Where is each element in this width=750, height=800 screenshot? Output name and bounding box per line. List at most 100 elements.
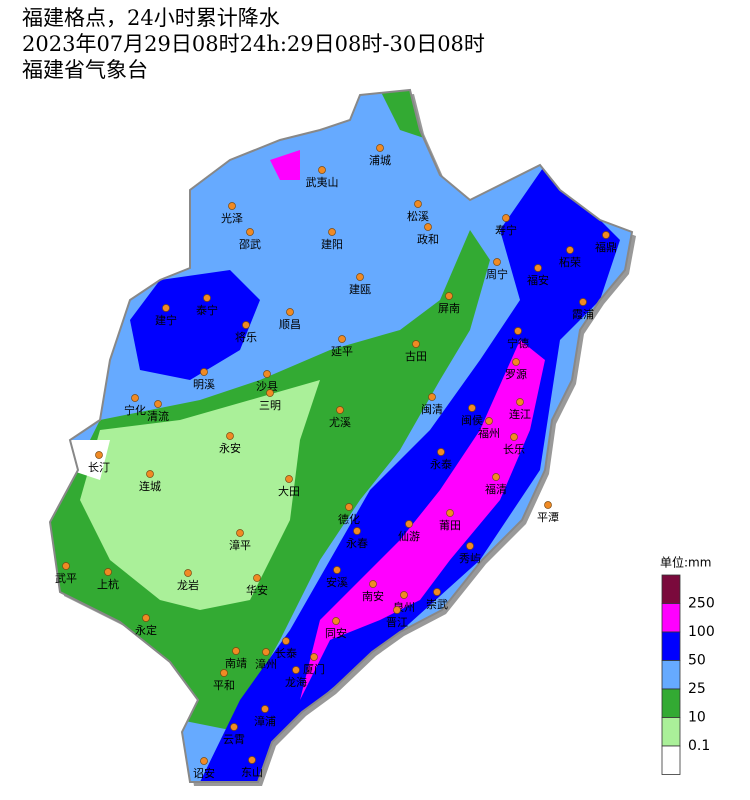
city-dot [424, 223, 432, 231]
city-label: 松溪 [407, 209, 429, 223]
city-label: 长汀 [88, 461, 110, 474]
city-label: 福清 [485, 482, 507, 496]
city-label: 崇武 [426, 598, 448, 611]
legend-swatch [661, 660, 681, 690]
city-label: 长乐 [503, 443, 525, 456]
city-dot [203, 294, 211, 302]
city-label: 闽侯 [461, 413, 483, 427]
city-dot [544, 501, 552, 509]
city-dot [95, 451, 103, 459]
city-dot [332, 617, 340, 625]
city-dot [393, 606, 401, 614]
city-dot [266, 389, 274, 397]
city-dot [602, 231, 610, 239]
city-label: 平和 [213, 679, 235, 692]
city-dot [310, 653, 318, 661]
city-dot [131, 394, 139, 402]
legend-swatch [661, 745, 681, 775]
city-label: 厦门 [303, 662, 325, 676]
city-dot [336, 406, 344, 414]
city-label: 龙岩 [177, 578, 199, 592]
city-label: 尤溪 [329, 416, 351, 429]
city-label: 霞浦 [572, 308, 594, 321]
legend-label: 0.1 [688, 738, 710, 754]
city-dot [512, 358, 520, 366]
city-label: 永安 [219, 441, 241, 455]
city-dot [485, 417, 493, 425]
city-dot [414, 200, 422, 208]
city-dot [405, 520, 413, 528]
city-dot [433, 588, 441, 596]
city-label: 长泰 [275, 646, 297, 660]
city-label: 云霄 [223, 733, 245, 746]
city-dot [369, 580, 377, 588]
title: 福建格点，24小时累计降水 [22, 6, 280, 30]
legend-label: 50 [688, 653, 706, 669]
city-label: 闽清 [421, 403, 443, 416]
city-dot [514, 327, 522, 335]
city-label: 延平 [331, 345, 353, 358]
city-label: 武平 [55, 572, 77, 585]
city-label: 漳州 [255, 657, 277, 671]
city-dot [445, 292, 453, 300]
city-dot [579, 298, 587, 306]
city-dot [345, 503, 353, 511]
city-dot [328, 228, 336, 236]
city-dot [353, 527, 361, 535]
city-dot [356, 273, 364, 281]
city-label: 明溪 [193, 378, 215, 391]
city-label: 东山 [241, 766, 263, 779]
city-label: 周宁 [486, 267, 508, 281]
city-label: 漳平 [229, 538, 251, 552]
legend-swatch [661, 631, 681, 661]
city-dot [510, 433, 518, 441]
city-label: 莆田 [439, 519, 461, 532]
city-dot [516, 398, 524, 406]
source: 福建省气象台 [22, 58, 148, 82]
city-label: 诏安 [193, 766, 215, 780]
city-dot [292, 666, 300, 674]
city-label: 连江 [509, 408, 531, 421]
city-label: 龙海 [285, 675, 307, 689]
city-dot [232, 647, 240, 655]
city-label: 秀屿 [459, 552, 481, 565]
city-dot [242, 321, 250, 329]
legend-label: 250 [688, 596, 715, 612]
city-dot [184, 569, 192, 577]
city-dot [534, 264, 542, 272]
city-label: 武夷山 [306, 176, 339, 189]
city-dot [468, 404, 476, 412]
city-dot [220, 669, 228, 677]
city-dot [412, 340, 420, 348]
city-dot [492, 473, 500, 481]
legend-swatch [661, 603, 681, 633]
city-label: 仙游 [398, 530, 420, 543]
city-label: 南安 [362, 589, 384, 603]
city-dot [286, 308, 294, 316]
city-label: 永定 [135, 623, 157, 637]
city-dot [502, 214, 510, 222]
legend: 单位:mm 250 100 50 25 10 0.1 [660, 555, 715, 775]
city-dot [230, 723, 238, 731]
city-label: 寿宁 [495, 223, 517, 237]
legend-label: 100 [688, 624, 715, 640]
city-dot [62, 562, 70, 570]
city-dot [446, 509, 454, 517]
city-dot [428, 393, 436, 401]
city-label: 屏南 [438, 302, 460, 315]
legend-title: 单位:mm [660, 555, 711, 570]
city-label: 沙县 [256, 380, 278, 393]
city-label: 政和 [417, 232, 439, 246]
subtitle: 2023年07月29日08时24h:29日08时-30日08时 [22, 32, 485, 56]
city-label: 罗源 [505, 367, 527, 381]
legend-label: 25 [688, 681, 706, 697]
city-label: 古田 [405, 350, 427, 363]
city-label: 平潭 [537, 511, 559, 524]
city-label: 三明 [259, 399, 281, 412]
city-label: 晋江 [386, 616, 408, 629]
city-label: 上杭 [97, 577, 119, 591]
city-dot [261, 705, 269, 713]
city-label: 漳浦 [254, 714, 276, 728]
